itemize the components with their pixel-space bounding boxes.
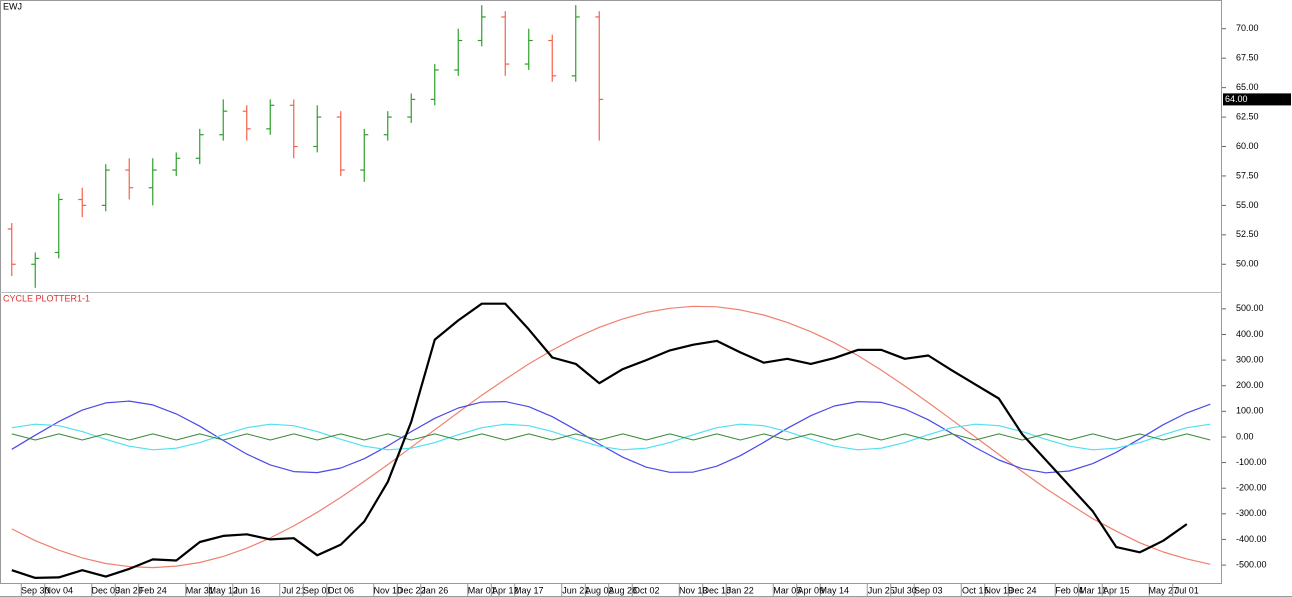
y-tick-label: -300.00: [1236, 508, 1267, 518]
y-tick-label: 500.00: [1236, 303, 1264, 313]
x-tick-label: May 27: [1148, 585, 1178, 595]
x-tick-label: Feb 24: [139, 585, 167, 595]
y-tick-label: 57.50: [1236, 170, 1259, 180]
x-tick-label: Jul 21: [282, 585, 306, 595]
x-tick-label: Jun 21: [562, 585, 589, 595]
x-tick-label: Dec 18: [702, 585, 731, 595]
x-tick-label: Mar 01: [468, 585, 496, 595]
x-tick-label: Apr 15: [1103, 585, 1130, 595]
x-tick-label: Sep 01: [303, 585, 332, 595]
cycle-line: [11, 305, 1211, 569]
x-tick-label: Jul 01: [1175, 585, 1199, 595]
x-tick-label: Aug 28: [608, 585, 637, 595]
x-tick-label: Oct 02: [633, 585, 660, 595]
x-tick-label: Jan 26: [421, 585, 448, 595]
y-tick-label: 300.00: [1236, 354, 1264, 364]
x-tick-label: Jan 22: [727, 585, 754, 595]
price-title: EWJ: [3, 1, 22, 11]
y-tick-label: 55.00: [1236, 200, 1259, 210]
x-tick-label: Mar 05: [773, 585, 801, 595]
indicator-title: CYCLE PLOTTER1-1: [3, 293, 90, 303]
y-tick-label: 200.00: [1236, 380, 1264, 390]
x-tick-label: Nov 10: [373, 585, 402, 595]
y-tick-label: 67.50: [1236, 53, 1259, 63]
y-tick-label: 400.00: [1236, 329, 1264, 339]
y-tick-label: 100.00: [1236, 406, 1264, 416]
y-tick-label: 0.00: [1236, 431, 1254, 441]
y-tick-label: 65.00: [1236, 82, 1259, 92]
x-tick-label: Feb 04: [1055, 585, 1083, 595]
x-tick-label: May 12: [208, 585, 238, 595]
x-tick-label: Aug 02: [585, 585, 614, 595]
x-tick-label: Jul 30: [893, 585, 917, 595]
x-tick-label: Jun 16: [233, 585, 260, 595]
last-price-tag: [1223, 93, 1291, 106]
y-tick-label: 60.00: [1236, 141, 1259, 151]
x-tick-label: Oct 15: [962, 585, 989, 595]
x-tick-label: Sep 30: [21, 585, 50, 595]
cycle-line: [11, 433, 1211, 441]
x-tick-label: Mar 31: [186, 585, 214, 595]
x-tick-label: Apr 12: [492, 585, 519, 595]
x-tick-label: May 17: [514, 585, 544, 595]
last-price-label: 64.00: [1225, 94, 1248, 104]
y-tick-label: -500.00: [1236, 559, 1267, 569]
x-tick-label: Oct 06: [327, 585, 354, 595]
y-tick-label: -400.00: [1236, 534, 1267, 544]
cycle-line: [11, 302, 1188, 580]
x-tick-label: Jan 20: [116, 585, 143, 595]
x-tick-label: Nov 04: [44, 585, 73, 595]
x-tick-label: Nov 19: [984, 585, 1013, 595]
x-tick-label: Dec 24: [1008, 585, 1037, 595]
y-tick-label: -200.00: [1236, 483, 1267, 493]
cycle-line: [11, 400, 1211, 474]
y-tick-label: 50.00: [1236, 259, 1259, 269]
y-tick-label: -100.00: [1236, 457, 1267, 467]
x-tick-label: May 14: [819, 585, 849, 595]
x-tick-label: Jun 25: [868, 585, 895, 595]
cycle-line: [11, 423, 1211, 451]
x-tick-label: Mar 11: [1079, 585, 1106, 595]
x-tick-label: Dec 09: [91, 585, 120, 595]
y-tick-label: 62.50: [1236, 111, 1259, 121]
x-tick-label: Apr 09: [797, 585, 824, 595]
x-tick-label: Nov 13: [679, 585, 708, 595]
y-tick-label: 70.00: [1236, 23, 1259, 33]
y-tick-label: 52.50: [1236, 229, 1259, 239]
x-tick-label: Sep 03: [914, 585, 943, 595]
x-tick-label: Dec 22: [397, 585, 426, 595]
